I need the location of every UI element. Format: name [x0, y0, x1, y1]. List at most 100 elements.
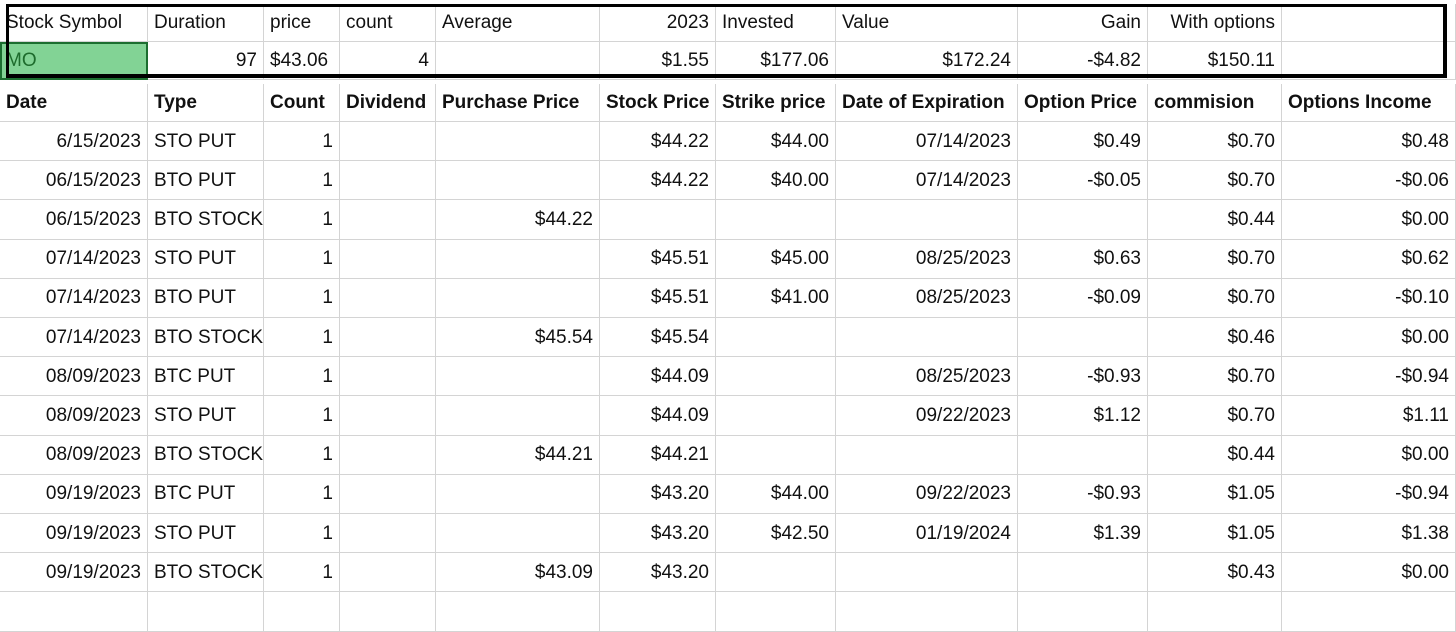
cell[interactable]: 09/22/2023	[836, 474, 1018, 514]
cell[interactable]: $44.22	[600, 161, 716, 201]
cell[interactable]: Stock Symbol	[0, 4, 148, 42]
cell[interactable]	[436, 161, 600, 201]
cell[interactable]	[264, 592, 340, 632]
cell[interactable]	[340, 553, 436, 593]
cell[interactable]: 1	[264, 396, 340, 436]
cell[interactable]: Purchase Price	[436, 84, 600, 122]
cell[interactable]	[836, 592, 1018, 632]
cell[interactable]: $172.24	[836, 42, 1018, 80]
cell[interactable]: $43.20	[600, 514, 716, 554]
cell[interactable]	[340, 239, 436, 279]
cell[interactable]: $0.63	[1018, 239, 1148, 279]
cell[interactable]	[716, 357, 836, 397]
cell[interactable]: Stock Price	[600, 84, 716, 122]
cell[interactable]: count	[340, 4, 436, 42]
cell[interactable]: $45.54	[436, 318, 600, 358]
cell[interactable]: price	[264, 4, 340, 42]
cell[interactable]: 08/25/2023	[836, 239, 1018, 279]
cell[interactable]: 6/15/2023	[0, 122, 148, 162]
cell[interactable]: -$0.05	[1018, 161, 1148, 201]
cell[interactable]: 07/14/2023	[0, 278, 148, 318]
cell[interactable]: $0.70	[1148, 122, 1282, 162]
cell[interactable]	[340, 396, 436, 436]
cell[interactable]	[716, 553, 836, 593]
cell[interactable]: $1.05	[1148, 514, 1282, 554]
cell[interactable]: 1	[264, 200, 340, 240]
cell[interactable]: 07/14/2023	[0, 318, 148, 358]
cell[interactable]: $0.62	[1282, 239, 1456, 279]
cell[interactable]: $1.12	[1018, 396, 1148, 436]
cell[interactable]	[600, 200, 716, 240]
cell[interactable]: Strike price	[716, 84, 836, 122]
cell[interactable]: $43.20	[600, 553, 716, 593]
cell[interactable]	[436, 514, 600, 554]
cell[interactable]	[1018, 200, 1148, 240]
cell[interactable]: $44.09	[600, 357, 716, 397]
cell[interactable]: 09/19/2023	[0, 474, 148, 514]
cell[interactable]	[340, 200, 436, 240]
cell[interactable]: $0.00	[1282, 318, 1456, 358]
cell[interactable]: 08/09/2023	[0, 435, 148, 475]
cell[interactable]: $44.00	[716, 474, 836, 514]
cell[interactable]: Count	[264, 84, 340, 122]
cell[interactable]: 1	[264, 435, 340, 475]
cell[interactable]: $45.00	[716, 239, 836, 279]
cell[interactable]: Value	[836, 4, 1018, 42]
cell[interactable]	[836, 553, 1018, 593]
cell[interactable]: STO PUT	[148, 396, 264, 436]
cell[interactable]	[836, 318, 1018, 358]
cell[interactable]: $0.00	[1282, 200, 1456, 240]
cell[interactable]: 1	[264, 239, 340, 279]
cell[interactable]	[1282, 42, 1456, 80]
cell[interactable]: $0.46	[1148, 318, 1282, 358]
cell[interactable]: 01/19/2024	[836, 514, 1018, 554]
cell[interactable]	[716, 435, 836, 475]
cell[interactable]: Gain	[1018, 4, 1148, 42]
cell[interactable]	[340, 514, 436, 554]
cell[interactable]: commision	[1148, 84, 1282, 122]
cell[interactable]: $0.70	[1148, 278, 1282, 318]
cell[interactable]	[148, 592, 264, 632]
cell[interactable]: 08/25/2023	[836, 357, 1018, 397]
cell[interactable]: $44.00	[716, 122, 836, 162]
cell[interactable]	[0, 592, 148, 632]
cell[interactable]	[1018, 592, 1148, 632]
cell[interactable]: -$0.09	[1018, 278, 1148, 318]
cell[interactable]: 08/09/2023	[0, 396, 148, 436]
cell[interactable]: $0.43	[1148, 553, 1282, 593]
cell[interactable]	[340, 278, 436, 318]
cell[interactable]: BTC PUT	[148, 474, 264, 514]
cell[interactable]: 1	[264, 357, 340, 397]
cell[interactable]: $0.70	[1148, 357, 1282, 397]
cell[interactable]: 1	[264, 553, 340, 593]
cell[interactable]: $0.70	[1148, 239, 1282, 279]
cell[interactable]: $0.00	[1282, 435, 1456, 475]
cell[interactable]	[436, 592, 600, 632]
cell[interactable]	[836, 435, 1018, 475]
cell[interactable]: 4	[340, 42, 436, 80]
cell[interactable]	[1018, 318, 1148, 358]
cell[interactable]: $0.44	[1148, 200, 1282, 240]
cell[interactable]: 06/15/2023	[0, 161, 148, 201]
cell[interactable]: Duration	[148, 4, 264, 42]
cell[interactable]: $44.21	[436, 435, 600, 475]
cell[interactable]	[600, 592, 716, 632]
cell[interactable]	[340, 474, 436, 514]
cell[interactable]: Option Price	[1018, 84, 1148, 122]
cell[interactable]: 1	[264, 514, 340, 554]
cell[interactable]: -$0.94	[1282, 357, 1456, 397]
cell[interactable]: $44.09	[600, 396, 716, 436]
cell[interactable]: 1	[264, 318, 340, 358]
cell[interactable]: STO PUT	[148, 239, 264, 279]
cell[interactable]: BTO PUT	[148, 161, 264, 201]
cell[interactable]	[1148, 592, 1282, 632]
cell[interactable]: $43.20	[600, 474, 716, 514]
cell[interactable]	[436, 278, 600, 318]
cell[interactable]: BTO STOCK	[148, 553, 264, 593]
cell[interactable]: 09/22/2023	[836, 396, 1018, 436]
cell[interactable]: Invested	[716, 4, 836, 42]
cell[interactable]	[436, 42, 600, 80]
cell[interactable]	[340, 592, 436, 632]
cell[interactable]	[716, 200, 836, 240]
cell[interactable]	[1282, 592, 1456, 632]
